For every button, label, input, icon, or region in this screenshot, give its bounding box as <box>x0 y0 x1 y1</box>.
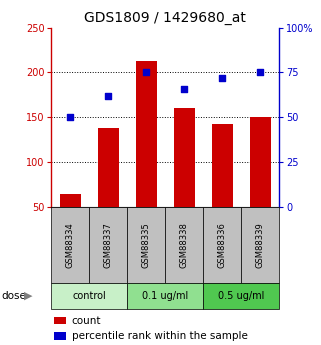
Text: GSM88335: GSM88335 <box>142 222 151 268</box>
Text: GSM88337: GSM88337 <box>104 222 113 268</box>
Point <box>182 86 187 91</box>
Bar <box>54 332 66 340</box>
Bar <box>250 117 271 252</box>
Bar <box>127 283 203 309</box>
Bar <box>51 207 89 283</box>
Text: dose: dose <box>2 291 26 301</box>
Bar <box>203 283 279 309</box>
Point <box>144 70 149 75</box>
Point <box>68 115 73 120</box>
Text: GSM88338: GSM88338 <box>180 222 189 268</box>
Point <box>106 93 111 99</box>
Text: GSM88336: GSM88336 <box>218 222 227 268</box>
Bar <box>54 317 66 324</box>
Text: GSM88334: GSM88334 <box>66 222 75 268</box>
Bar <box>127 207 165 283</box>
Text: percentile rank within the sample: percentile rank within the sample <box>72 331 248 341</box>
Bar <box>212 124 233 252</box>
Point <box>220 75 225 81</box>
Text: count: count <box>72 316 101 326</box>
Text: GSM88339: GSM88339 <box>256 222 265 268</box>
Bar <box>51 283 127 309</box>
Bar <box>98 128 119 252</box>
Bar <box>89 207 127 283</box>
Bar <box>165 207 203 283</box>
Text: 0.5 ug/ml: 0.5 ug/ml <box>218 291 265 301</box>
Text: control: control <box>73 291 106 301</box>
Bar <box>174 108 195 252</box>
Bar <box>241 207 279 283</box>
Title: GDS1809 / 1429680_at: GDS1809 / 1429680_at <box>84 11 246 25</box>
Text: 0.1 ug/ml: 0.1 ug/ml <box>142 291 188 301</box>
Text: ▶: ▶ <box>24 291 32 301</box>
Point <box>258 70 263 75</box>
Bar <box>136 61 157 252</box>
Bar <box>60 194 81 252</box>
Bar <box>203 207 241 283</box>
